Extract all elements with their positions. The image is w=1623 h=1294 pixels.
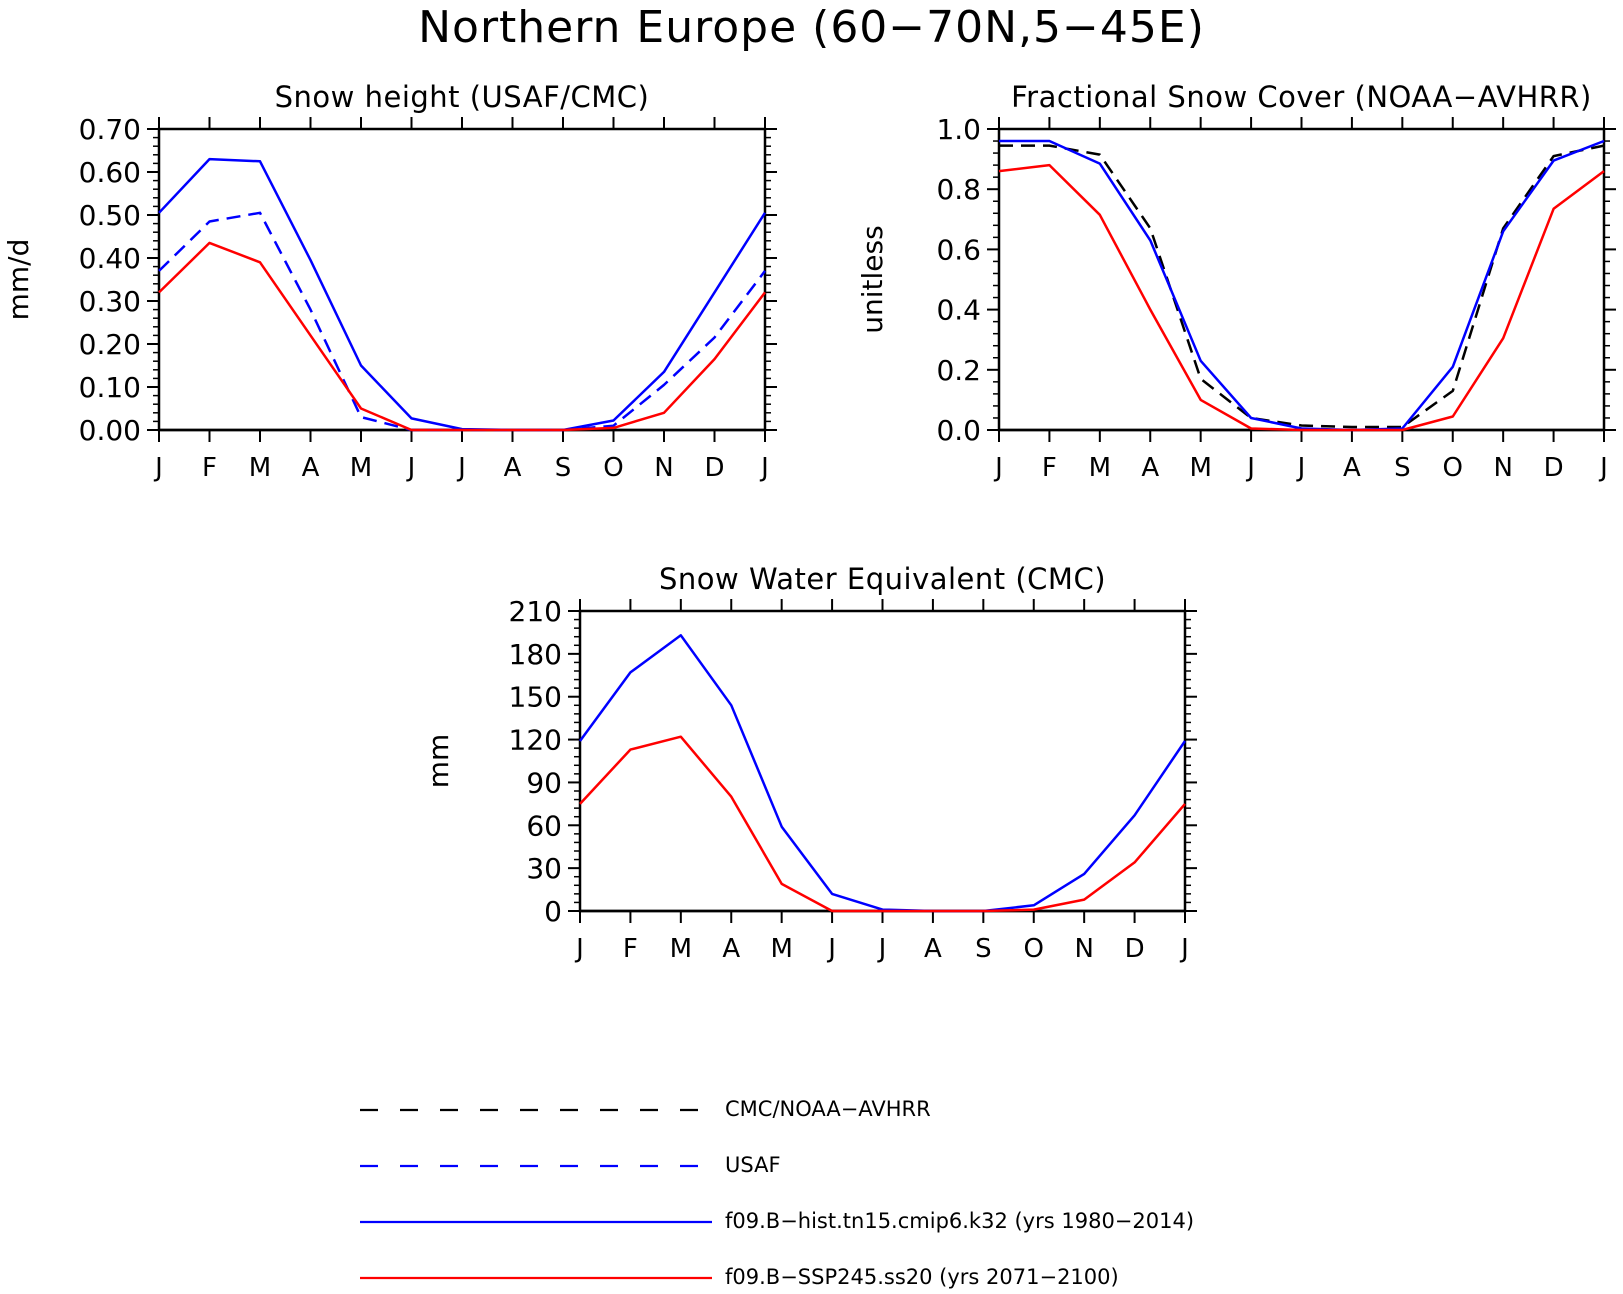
x-tick-label: M [350, 453, 372, 483]
x-tick-label: D [1544, 453, 1564, 483]
panel-title: Snow height (USAF/CMC) [275, 80, 650, 114]
plot-frame [157, 127, 767, 432]
x-tick-label: F [623, 934, 638, 964]
x-tick-label: O [603, 453, 623, 483]
y-tick-label: 0.8 [936, 173, 981, 206]
series-line-2 [999, 139, 1605, 432]
x-tick-label: J [759, 453, 769, 483]
panel-title: Fractional Snow Cover (NOAA−AVHRR) [1011, 80, 1592, 114]
series-line-3 [158, 241, 766, 432]
y-tick-label: 0.10 [79, 371, 141, 404]
y-tick-label: 0.6 [936, 233, 981, 266]
y-tick-label: 0.60 [79, 156, 141, 189]
x-tick-label: M [770, 934, 792, 964]
x-tick-label: S [555, 453, 572, 483]
x-tick-label: J [877, 934, 887, 964]
y-axis-label: mm [422, 734, 455, 789]
x-tick-label: J [406, 453, 416, 483]
x-tick-label: O [1024, 934, 1044, 964]
y-tick-label: 180 [509, 638, 562, 671]
y-tick-label: 0.40 [79, 242, 141, 275]
x-tick-label: J [1179, 934, 1189, 964]
series-line-2 [158, 157, 767, 432]
x-tick-label: J [1296, 453, 1306, 483]
chart-panel-1: J F M A M J J A S O N D J0.000.100.200.300.400.500.6… [2, 80, 777, 483]
y-tick-label: 0.4 [936, 294, 981, 327]
y-tick-label: 120 [509, 724, 562, 757]
y-tick-label: 0.2 [936, 354, 981, 387]
x-tick-label: S [975, 934, 992, 964]
series-line-2 [579, 735, 1186, 913]
x-tick-label: J [826, 934, 836, 964]
x-tick-label: J [574, 934, 584, 964]
x-tick-label: J [993, 453, 1003, 483]
figure-title: Northern Europe (60−70N,5−45E) [418, 2, 1205, 53]
x-tick-label: N [1074, 934, 1093, 964]
y-tick-label: 1.0 [936, 113, 981, 146]
x-tick-label: J [456, 453, 466, 483]
y-axis-label: unitless [856, 225, 889, 333]
x-tick-label: J [1598, 453, 1608, 483]
x-tick-label: A [924, 934, 942, 964]
x-tick-label: A [1343, 453, 1361, 483]
x-tick-label: A [504, 453, 522, 483]
y-tick-label: 30 [526, 852, 562, 885]
y-tick-label: 60 [526, 809, 562, 842]
y-axis-label: mm/d [2, 239, 35, 321]
chart-panel-2: J F M A M J J A S O N D J0.00.20.40.60.81.0Fractiona… [856, 80, 1616, 483]
x-tick-label: D [704, 453, 724, 483]
series-line-1 [999, 144, 1605, 429]
x-tick-label: N [654, 453, 673, 483]
y-tick-label: 150 [509, 681, 562, 714]
y-tick-label: 0.00 [79, 414, 141, 447]
x-tick-label: F [202, 453, 217, 483]
x-tick-label: F [1042, 453, 1057, 483]
series-line-1 [578, 634, 1187, 913]
x-tick-label: N [1493, 453, 1512, 483]
y-tick-label: 0.70 [79, 113, 141, 146]
y-tick-label: 90 [526, 766, 562, 799]
x-tick-label: D [1125, 934, 1145, 964]
y-tick-label: 0.0 [936, 414, 981, 447]
y-tick-label: 0.30 [79, 285, 141, 318]
x-tick-label: M [1089, 453, 1111, 483]
series-line-3 [998, 163, 1605, 432]
y-tick-label: 0 [544, 895, 562, 928]
x-tick-label: A [722, 934, 740, 964]
x-tick-label: A [302, 453, 320, 483]
x-tick-label: S [1394, 453, 1411, 483]
x-tick-label: A [1141, 453, 1159, 483]
panel-title: Snow Water Equivalent (CMC) [659, 562, 1106, 596]
y-tick-label: 210 [509, 595, 562, 628]
y-tick-label: 0.50 [79, 199, 141, 232]
x-tick-label: J [153, 453, 163, 483]
plot-frame [997, 127, 1606, 432]
x-tick-label: J [1245, 453, 1255, 483]
y-tick-label: 0.20 [79, 328, 141, 361]
x-tick-label: M [249, 453, 271, 483]
plot-frame [578, 609, 1187, 913]
x-tick-label: M [1189, 453, 1211, 483]
x-tick-label: M [670, 934, 692, 964]
series-line-1 [158, 211, 766, 432]
x-tick-label: O [1443, 453, 1463, 483]
